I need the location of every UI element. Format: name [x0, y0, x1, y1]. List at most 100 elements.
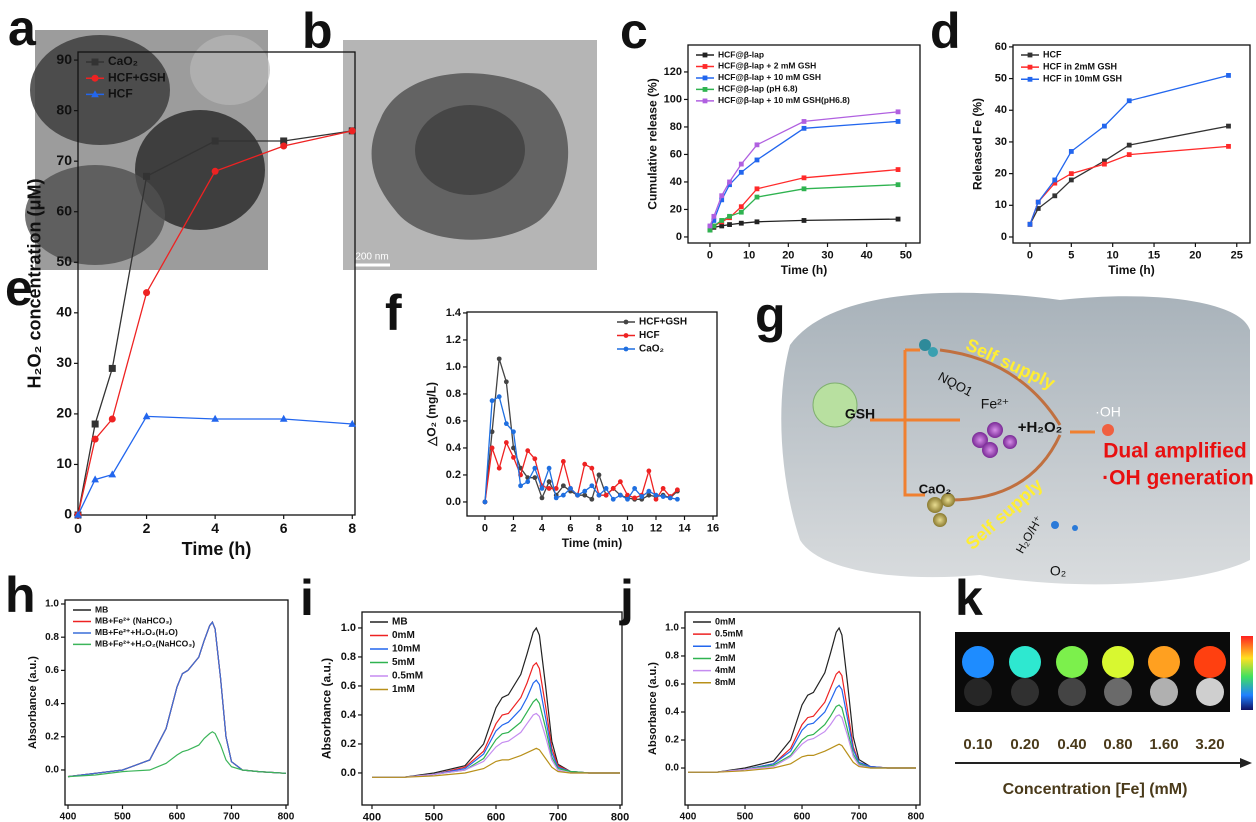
y-tick-label: 0.6 [446, 415, 461, 427]
series-line [688, 704, 916, 773]
marker [143, 172, 151, 180]
y-tick-label: 0.0 [665, 763, 679, 774]
x-tick-label: 700 [549, 812, 567, 822]
marker [348, 127, 356, 135]
marker [532, 475, 538, 481]
panel-letter: c [620, 3, 648, 59]
diagram-label: Fe²⁺ [981, 396, 1009, 412]
marker [496, 356, 502, 362]
marker [738, 204, 744, 210]
y-tick-label: 1.0 [665, 623, 679, 634]
panel-letter: k [955, 570, 983, 626]
series-line [688, 714, 916, 773]
panel-letter: i [300, 570, 314, 626]
series-line [372, 698, 620, 778]
marker [646, 468, 652, 474]
marker [801, 175, 807, 181]
marker [1102, 161, 1107, 167]
concentration-label: 0.20 [1010, 736, 1039, 753]
legend-label: HCF+GSH [639, 317, 687, 328]
legend-label: HCF@β-lap + 10 mM GSH [718, 72, 821, 82]
x-tick-label: 20 [782, 250, 794, 262]
marker [91, 435, 99, 443]
marker [108, 415, 116, 423]
x-tick-label: 14 [678, 523, 691, 535]
marker [801, 218, 807, 223]
x-tick-label: 6 [567, 523, 573, 535]
legend-label: 4mM [715, 665, 736, 675]
x-tick-label: 25 [1231, 250, 1243, 262]
legend-label: CaO₂ [108, 54, 138, 68]
axis-label: Concentration [Fe] (mM) [1003, 781, 1188, 798]
y-tick-label: 0 [1001, 231, 1007, 243]
marker [539, 495, 545, 501]
marker [895, 109, 901, 115]
marker [142, 412, 151, 420]
marker [895, 119, 901, 124]
series-line [372, 712, 620, 778]
x-axis-label: Time (h) [1108, 263, 1154, 277]
marker [525, 448, 531, 454]
marker [610, 486, 616, 491]
concentration-label: 0.10 [963, 736, 992, 753]
panel-letter: e [5, 260, 33, 316]
y-tick-label: 1.4 [446, 307, 462, 319]
plot-frame [1012, 44, 1251, 244]
legend-marker [91, 90, 99, 98]
legend-marker [1027, 64, 1033, 70]
x-axis-label: Time (h) [781, 263, 827, 277]
marker [553, 486, 559, 491]
marker [719, 223, 725, 229]
marker [546, 465, 552, 471]
marker [211, 414, 219, 422]
y-tick-label: 1.0 [446, 361, 461, 373]
marker [1052, 180, 1058, 186]
marker [603, 486, 609, 491]
marker [1052, 193, 1058, 199]
marker [801, 186, 807, 192]
y-tick-label: 60 [995, 41, 1007, 53]
legend-marker [1027, 76, 1033, 82]
y-tick-label: 1.0 [45, 599, 59, 610]
marker [754, 186, 760, 192]
marker [553, 495, 559, 501]
concentration-label: 0.40 [1057, 736, 1086, 753]
marker [1226, 123, 1231, 129]
y-tick-label: 0.4 [665, 707, 679, 718]
marker [738, 220, 744, 226]
marker [754, 219, 760, 225]
marker [727, 182, 732, 188]
y-tick-label: 90 [56, 51, 72, 67]
y-axis-label: Absorbance (a.u.) [647, 662, 659, 755]
x-tick-label: 0 [74, 520, 82, 536]
marker [511, 455, 516, 460]
panel-letter: d [930, 3, 961, 59]
marker [711, 213, 717, 219]
legend-label: HCF@β-lap [718, 49, 764, 59]
plot-frame [77, 51, 356, 516]
series-line [67, 731, 287, 778]
x-axis-label: Time (min) [562, 536, 622, 550]
marker [727, 222, 732, 227]
legend-marker [702, 75, 708, 81]
marker [1126, 98, 1132, 104]
legend-label: 8mM [715, 677, 736, 687]
series-line [484, 440, 678, 503]
marker [617, 492, 623, 498]
marker [653, 492, 659, 498]
x-tick-label: 800 [908, 812, 925, 822]
marker [754, 157, 760, 163]
concentration-label: 1.60 [1149, 736, 1178, 753]
y-tick-label: 0.8 [446, 388, 461, 400]
marker [646, 488, 652, 494]
y-tick-label: 0.6 [45, 665, 59, 676]
marker [546, 479, 552, 485]
x-tick-label: 20 [1189, 250, 1201, 262]
marker [211, 167, 219, 175]
legend-label: MB+Fe²⁺+H₂O₂(H₂O) [95, 627, 178, 637]
x-tick-label: 10 [743, 250, 755, 262]
legend-label: 0mM [392, 630, 415, 641]
marker [707, 227, 713, 233]
